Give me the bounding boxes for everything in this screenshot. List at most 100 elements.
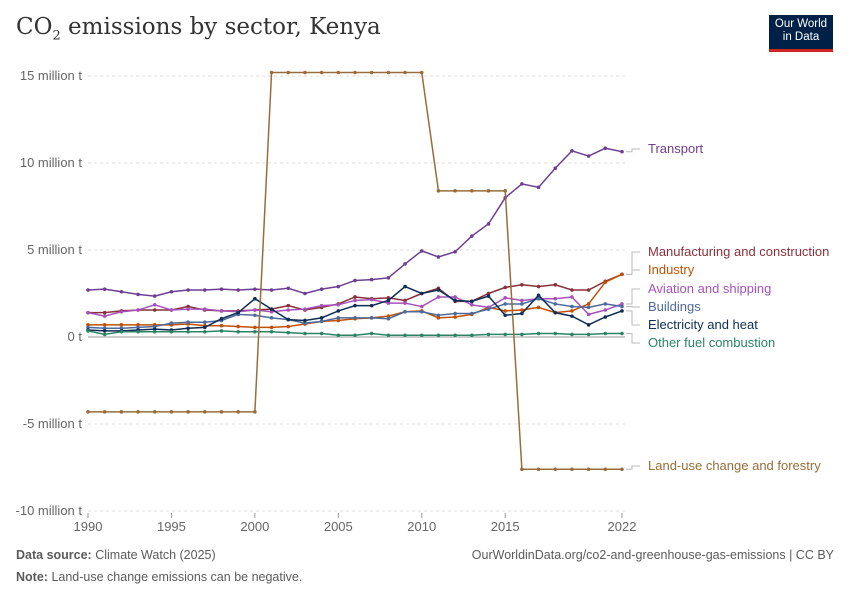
data-point <box>436 189 441 193</box>
data-point <box>236 324 240 329</box>
y-tick-label: 10 million t <box>20 155 83 170</box>
data-point <box>453 311 457 316</box>
series-label: Manufacturing and construction <box>648 244 829 259</box>
data-point <box>520 332 524 337</box>
chart-note: Note: Land-use change emissions can be n… <box>16 570 302 584</box>
data-point <box>353 295 357 299</box>
data-point <box>586 154 591 158</box>
data-point <box>186 320 190 325</box>
data-point <box>219 410 224 414</box>
series-label: Industry <box>648 262 695 277</box>
data-point <box>102 310 107 315</box>
series-label: Transport <box>648 141 704 156</box>
data-point <box>152 327 157 331</box>
data-point <box>520 298 524 303</box>
data-point <box>403 309 407 314</box>
data-point <box>436 295 441 299</box>
data-point <box>269 309 274 314</box>
data-point <box>119 410 124 414</box>
data-point <box>102 314 107 318</box>
data-point <box>570 149 574 153</box>
data-point <box>286 324 291 329</box>
data-point <box>336 318 341 323</box>
data-point <box>336 333 341 338</box>
data-point <box>486 307 491 311</box>
data-source: Data source: Climate Watch (2025) <box>16 548 216 562</box>
title-prefix: CO <box>16 14 53 40</box>
data-point <box>486 294 491 298</box>
data-point <box>386 70 391 75</box>
title-suffix: emissions by sector, Kenya <box>60 14 381 40</box>
data-point <box>152 410 157 414</box>
data-point <box>169 410 174 414</box>
data-point <box>303 307 307 311</box>
data-point <box>253 329 257 334</box>
data-point <box>186 304 190 309</box>
data-point <box>570 467 574 472</box>
data-point <box>219 316 224 321</box>
data-point <box>203 325 207 330</box>
data-point <box>119 329 124 334</box>
data-point <box>269 307 274 311</box>
series-line-buildings <box>87 297 623 330</box>
data-point <box>603 146 608 151</box>
data-point <box>319 70 324 75</box>
data-point <box>269 288 274 292</box>
data-point <box>386 298 391 303</box>
data-point <box>286 317 291 322</box>
owid-logo[interactable]: Our World in Data <box>769 15 833 52</box>
data-point <box>586 288 591 292</box>
title-subscript: 2 <box>52 28 61 44</box>
data-point <box>203 410 207 414</box>
data-point <box>553 331 558 336</box>
data-point <box>419 249 424 253</box>
data-point <box>620 272 624 277</box>
data-point <box>436 255 441 259</box>
data-point <box>419 70 424 75</box>
data-point <box>503 285 507 290</box>
data-point <box>553 302 558 306</box>
data-point <box>453 298 457 303</box>
data-point <box>369 316 374 320</box>
label-connector <box>626 148 640 153</box>
data-point <box>620 467 624 472</box>
source-url[interactable]: OurWorldinData.org/co2-and-greenhouse-ga… <box>471 548 834 562</box>
data-point <box>536 331 541 336</box>
data-point <box>503 313 507 318</box>
data-point <box>470 333 474 338</box>
data-point <box>303 318 307 323</box>
data-point <box>136 325 140 330</box>
data-point <box>520 283 524 287</box>
data-point <box>353 278 357 283</box>
data-point <box>536 305 541 310</box>
data-point <box>486 332 491 337</box>
data-point <box>169 329 174 334</box>
data-point <box>470 299 474 304</box>
data-point <box>152 324 157 329</box>
data-point <box>603 280 608 284</box>
data-point <box>136 292 140 297</box>
data-point <box>570 304 574 309</box>
data-point <box>586 467 591 472</box>
data-point <box>553 283 558 287</box>
data-point <box>503 189 507 193</box>
data-point <box>203 320 207 325</box>
x-tick-label: 2010 <box>407 519 436 534</box>
data-point <box>136 308 140 312</box>
data-point <box>102 410 107 414</box>
data-point <box>102 329 107 333</box>
source-label: Data source: <box>16 548 92 562</box>
data-point <box>136 323 140 327</box>
data-point <box>436 333 441 338</box>
data-point <box>453 295 457 299</box>
data-point <box>286 330 291 335</box>
data-point <box>620 149 624 154</box>
data-point <box>286 286 291 291</box>
data-point <box>86 329 90 333</box>
data-point <box>603 467 608 472</box>
data-point <box>186 307 190 311</box>
note-text: Land-use change emissions can be negativ… <box>51 570 303 584</box>
series-label: Other fuel combustion <box>648 335 775 350</box>
data-point <box>536 293 541 298</box>
